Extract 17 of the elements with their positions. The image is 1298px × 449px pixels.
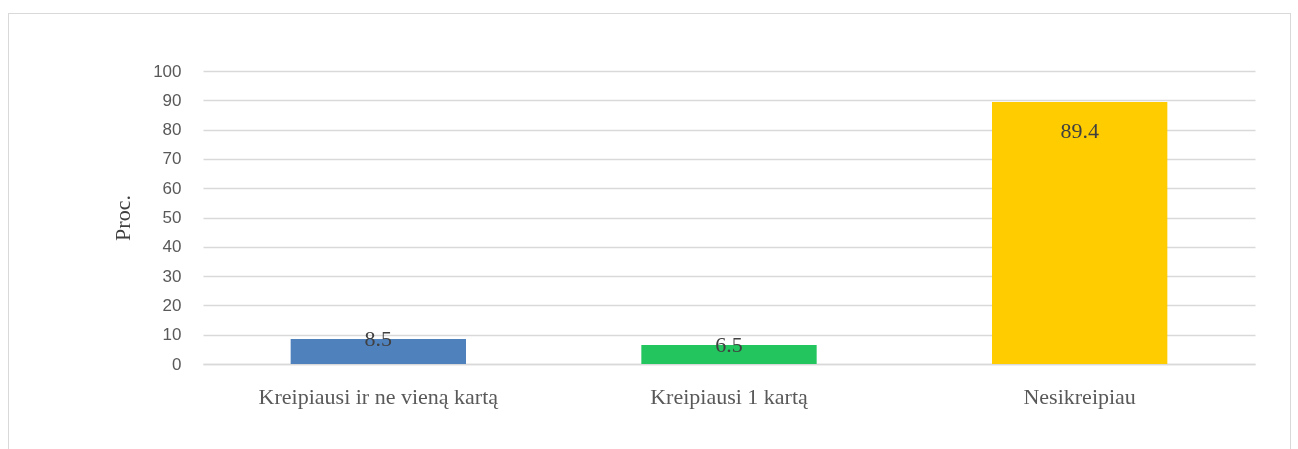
y-tick-label: 70: [162, 149, 182, 169]
x-tick-label: Kreipiausi ir ne vieną kartą: [258, 383, 499, 409]
x-tick-label: Nesikreipiau: [1023, 383, 1136, 409]
y-tick-label: 80: [162, 120, 182, 140]
y-tick-label: 10: [162, 325, 182, 345]
data-label: 89.4: [1060, 118, 1099, 144]
x-tick-label: Kreipiausi 1 kartą: [650, 383, 809, 409]
y-tick-label: 100: [153, 61, 182, 81]
y-tick-label: 60: [162, 178, 182, 198]
y-tick-label: 40: [162, 237, 182, 257]
y-tick-label: 90: [162, 90, 182, 110]
y-tick-label: 0: [172, 354, 182, 374]
y-tick-label: 20: [162, 295, 182, 315]
y-tick-label: 50: [162, 208, 182, 227]
y-tick-label: 30: [162, 266, 182, 286]
y-axis-title: Proc.: [110, 195, 136, 241]
bar: [992, 102, 1168, 364]
